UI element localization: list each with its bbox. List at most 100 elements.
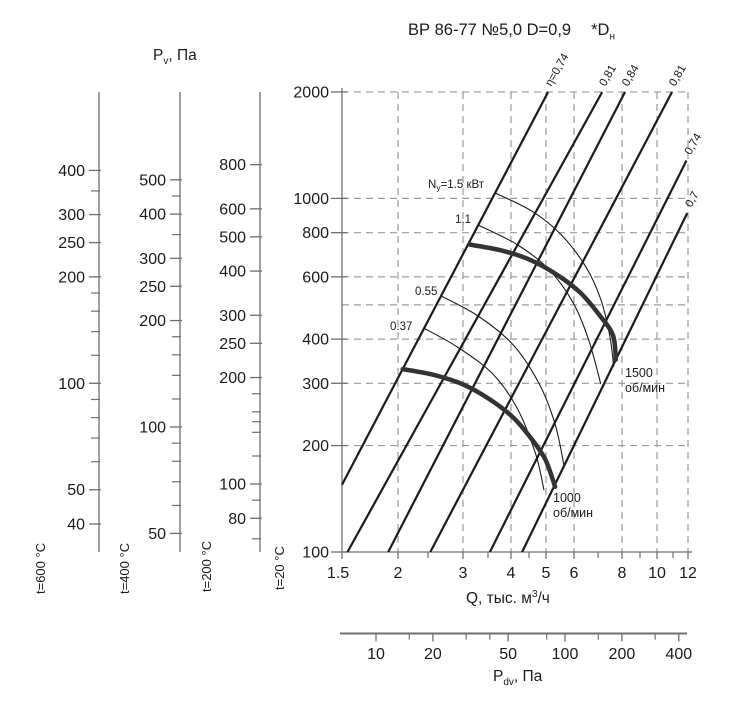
svg-text:0,81: 0,81 bbox=[667, 63, 689, 88]
svg-text:200: 200 bbox=[58, 269, 85, 286]
svg-text:200: 200 bbox=[219, 370, 246, 387]
eta-line-2 bbox=[387, 91, 626, 553]
efficiency-lines: η=0,74 0,81 0,84 0,810,740,7 bbox=[341, 51, 705, 553]
eta-line-0 bbox=[341, 91, 550, 486]
svg-text:200: 200 bbox=[139, 313, 166, 330]
svg-text:0,84: 0,84 bbox=[620, 63, 642, 89]
pv-axis-title-unit: , Па bbox=[168, 47, 197, 64]
svg-text:10: 10 bbox=[648, 565, 666, 582]
chart-title-note-d: *D bbox=[591, 21, 610, 39]
svg-text:50: 50 bbox=[148, 526, 166, 543]
pdv-axis-title-sub: dv bbox=[503, 677, 514, 689]
svg-text:300: 300 bbox=[58, 207, 85, 224]
svg-text:400: 400 bbox=[219, 264, 246, 281]
svg-text:500: 500 bbox=[219, 229, 246, 246]
svg-text:1000: 1000 bbox=[553, 491, 581, 505]
svg-text:200: 200 bbox=[302, 438, 329, 455]
svg-text:1000: 1000 bbox=[293, 191, 329, 208]
svg-text:0,74: 0,74 bbox=[683, 131, 705, 157]
svg-text:50: 50 bbox=[499, 646, 517, 663]
q-axis-title: Q, тыс. м3/ч bbox=[466, 589, 550, 608]
svg-text:5: 5 bbox=[542, 565, 551, 582]
chart-title: ВР 86-77 №5,0 D=0,9 *Dн bbox=[408, 21, 615, 42]
speed-curve-1500-rpm bbox=[467, 242, 619, 362]
svg-text:400: 400 bbox=[139, 207, 166, 224]
svg-text:600: 600 bbox=[219, 201, 246, 218]
pdv-axis-title: Pdv, Па bbox=[493, 668, 542, 688]
eta-line-5 bbox=[521, 212, 689, 553]
power-curve-1,1 bbox=[477, 224, 602, 384]
svg-text:80: 80 bbox=[228, 511, 246, 528]
chart-title-note: *Dн bbox=[591, 21, 615, 43]
svg-text:100: 100 bbox=[219, 477, 246, 494]
svg-text:4: 4 bbox=[507, 565, 516, 582]
temp-label-200: t=200 °C bbox=[199, 540, 214, 592]
svg-text:250: 250 bbox=[139, 279, 166, 296]
svg-text:100: 100 bbox=[139, 420, 166, 437]
power-curves: Nу=1.5 кВт 1,1 0.55 0.37 bbox=[390, 179, 615, 491]
q-axis-title-unit: /ч bbox=[537, 590, 550, 608]
svg-text:800: 800 bbox=[219, 157, 246, 174]
chart-title-note-sub: н bbox=[609, 31, 615, 43]
main-axes: 2000 1000 800 600 400 300 200 100 1.5 2 3 4 5 6 8 10 12 bbox=[293, 84, 697, 582]
svg-text:250: 250 bbox=[58, 235, 85, 252]
svg-text:6: 6 bbox=[570, 565, 579, 582]
pdv-axis-title-p: P bbox=[493, 668, 504, 685]
svg-text:3: 3 bbox=[459, 565, 468, 582]
svg-text:10: 10 bbox=[367, 646, 385, 663]
svg-text:0.37: 0.37 bbox=[390, 321, 412, 333]
svg-text:800: 800 bbox=[302, 225, 329, 242]
svg-text:400: 400 bbox=[58, 163, 85, 180]
svg-text:8: 8 bbox=[618, 565, 627, 582]
power-curve-0.55 bbox=[440, 295, 565, 467]
pv-axis-title-p: P bbox=[153, 47, 164, 64]
svg-text:0,7: 0,7 bbox=[683, 190, 701, 210]
svg-text:2: 2 bbox=[394, 565, 403, 582]
temp-label-600: t=600 °C bbox=[33, 542, 48, 594]
svg-text:250: 250 bbox=[219, 336, 246, 353]
svg-text:20: 20 bbox=[424, 646, 442, 663]
svg-text:об/мин: об/мин bbox=[553, 506, 593, 520]
svg-text:200: 200 bbox=[609, 646, 636, 663]
svg-text:300: 300 bbox=[219, 308, 246, 325]
svg-text:300: 300 bbox=[139, 251, 166, 268]
pressure-axis-t200: 800 600 500 400 300 250 200 100 80 bbox=[219, 92, 262, 552]
svg-text:600: 600 bbox=[302, 269, 329, 286]
pv-axis-title-sub: v bbox=[163, 56, 169, 68]
power-curve-Nу=1.5 кВт bbox=[494, 192, 615, 367]
svg-text:1.5: 1.5 bbox=[327, 565, 349, 582]
svg-text:0.55: 0.55 bbox=[415, 286, 437, 298]
svg-text:400: 400 bbox=[302, 332, 329, 349]
speed-curve-1000-rpm bbox=[400, 366, 558, 489]
temp-label-400: t=400 °C bbox=[117, 542, 132, 594]
svg-text:500: 500 bbox=[139, 172, 166, 189]
svg-text:100: 100 bbox=[302, 545, 329, 562]
eta-line-3 bbox=[429, 91, 673, 553]
pdv-axis-title-unit: , Па bbox=[513, 668, 543, 685]
pdv-axis: 10 20 50 100 200 400 bbox=[340, 632, 692, 663]
svg-text:об/мин: об/мин bbox=[625, 381, 665, 395]
svg-text:100: 100 bbox=[58, 376, 85, 393]
svg-text:1,1: 1,1 bbox=[455, 214, 471, 226]
svg-text:12: 12 bbox=[679, 565, 697, 582]
svg-text:300: 300 bbox=[302, 376, 329, 393]
eta-line-1 bbox=[346, 91, 604, 553]
pressure-axis-t400: 500 400 300 250 200 100 50 bbox=[139, 92, 182, 552]
q-axis-title-sup: 3 bbox=[531, 589, 538, 600]
svg-text:0,81: 0,81 bbox=[597, 63, 619, 88]
svg-text:η=0,74: η=0,74 bbox=[543, 51, 571, 88]
main-gridlines bbox=[342, 91, 689, 552]
svg-text:1500: 1500 bbox=[625, 366, 653, 380]
eta-line-4 bbox=[488, 160, 688, 553]
q-axis-title-text: Q, тыс. м bbox=[466, 590, 532, 608]
svg-text:50: 50 bbox=[67, 482, 85, 499]
temp-label-20: t=20 °C bbox=[272, 546, 287, 590]
chart-title-main: ВР 86-77 №5,0 D=0,9 bbox=[408, 21, 572, 39]
svg-text:100: 100 bbox=[552, 646, 579, 663]
pv-axis-title: Pv, Па bbox=[153, 47, 197, 67]
svg-text:40: 40 bbox=[67, 517, 85, 534]
svg-text:400: 400 bbox=[665, 646, 692, 663]
